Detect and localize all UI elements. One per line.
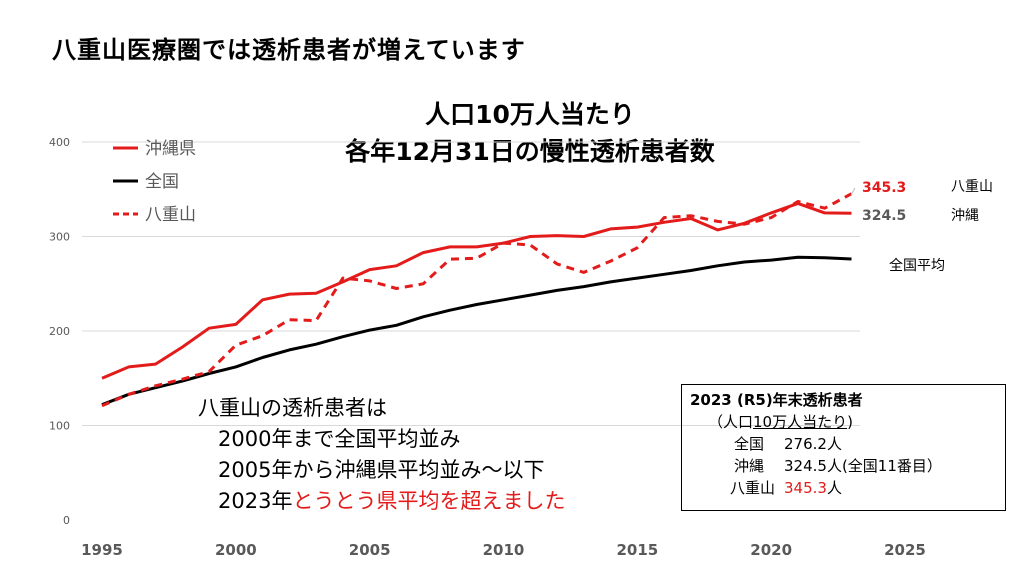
- annotation-line-3: 2005年から沖縄県平均並み～以下: [218, 458, 545, 482]
- annotation-line-4: 2023年とうとう県平均を超えました: [198, 486, 565, 517]
- series-end-label-yaeyama: 八重山: [951, 179, 993, 195]
- series-line-0: [101, 201, 852, 380]
- y-tick-label: 0: [63, 514, 70, 527]
- info-row-label: 全国: [734, 435, 765, 453]
- info-row-value: 324.5人(全国11番目）: [784, 457, 942, 475]
- y-tick-label: 200: [49, 325, 70, 338]
- series-end-label-okinawa: 沖縄: [951, 208, 979, 224]
- info-row-value: 276.2人: [784, 435, 842, 453]
- series-line-1: [101, 255, 852, 407]
- info-box: 2023 (R5)年末透析患者 （人口10万人当たり) 全国 276.2人 沖縄 3…: [681, 384, 1006, 511]
- annotation-line-4-prefix: 2023年: [218, 489, 293, 513]
- info-row-yaeyama: 八重山 345.3人: [690, 477, 997, 499]
- info-row-okinawa: 沖縄 324.5人(全国11番目）: [690, 455, 997, 477]
- y-tick-label: 100: [49, 420, 70, 433]
- x-tick-label: 2000: [215, 541, 257, 559]
- legend-label: 沖縄県: [145, 139, 196, 159]
- x-tick-label: 2010: [483, 541, 525, 559]
- subtitle-underlined: 10万人当たり: [753, 413, 848, 431]
- y-tick-label: 400: [49, 136, 70, 149]
- annotation-text: 八重山の透析患者は 2000年まで全国平均並み 2005年から沖縄県平均並み～以…: [198, 393, 565, 517]
- x-tick-label: 1995: [81, 541, 123, 559]
- info-row-national: 全国 276.2人: [690, 433, 997, 455]
- legend-label: 八重山: [145, 205, 196, 225]
- info-box-subtitle: （人口10万人当たり): [690, 411, 997, 433]
- annotation-highlight: とうとう県平均を超えました: [292, 489, 566, 513]
- legend-label: 全国: [145, 172, 179, 192]
- value-label-yaeyama: 345.3: [862, 180, 906, 196]
- x-tick-label: 2020: [750, 541, 792, 559]
- value-label-leader: [850, 187, 856, 196]
- y-tick-label: 300: [49, 231, 70, 244]
- info-row-value-highlight: 345.3: [784, 479, 827, 497]
- x-tick-label: 2025: [884, 541, 926, 559]
- annotation-line-1: 八重山の透析患者は: [198, 396, 387, 420]
- info-row-label: 八重山: [730, 479, 776, 497]
- x-tick-label: 2015: [616, 541, 658, 559]
- value-label-okinawa: 324.5: [862, 208, 906, 224]
- chart-title-line-1: 人口10万人当たり: [425, 100, 635, 129]
- info-row-value-suffix: 人: [826, 479, 842, 497]
- slide-title: 八重山医療圏では透析患者が増えています: [52, 36, 526, 64]
- series-end-label-national: 全国平均: [889, 257, 945, 274]
- info-row-label: 沖縄: [734, 457, 765, 475]
- annotation-line-2: 2000年まで全国平均並み: [218, 427, 461, 451]
- subtitle-close: ): [847, 413, 853, 431]
- x-tick-label: 2005: [349, 541, 391, 559]
- subtitle-open: （人口: [708, 413, 754, 431]
- info-box-title: 2023 (R5)年末透析患者: [690, 391, 863, 409]
